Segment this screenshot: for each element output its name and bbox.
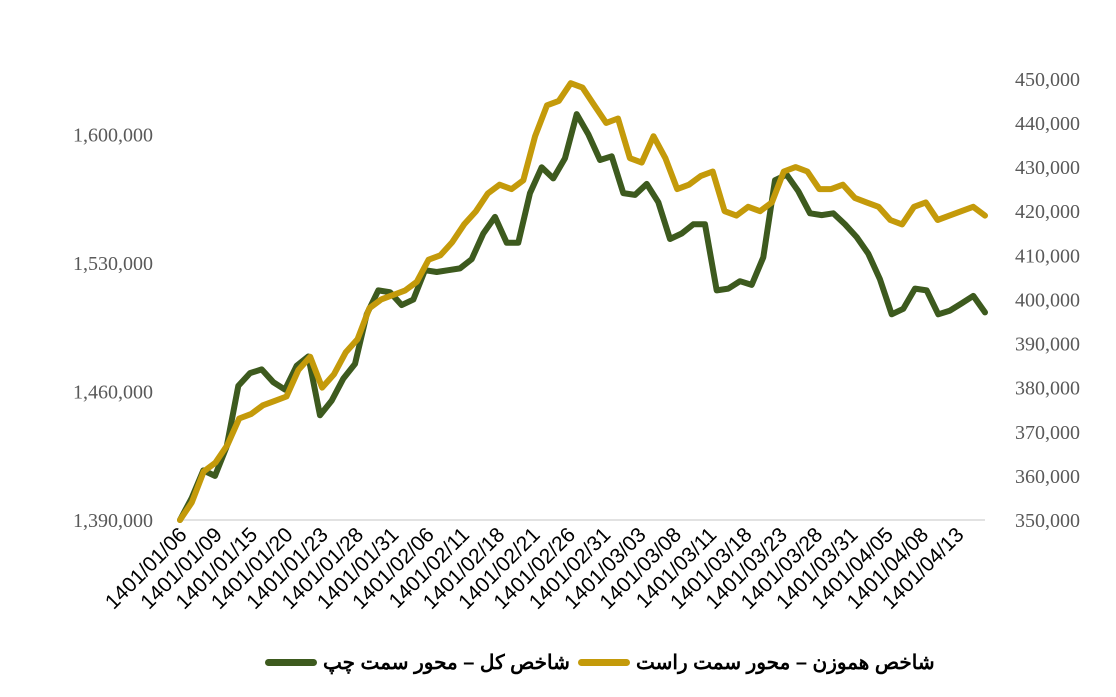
series-line-composite [177,111,988,523]
right-axis-tick-label: 420,000 [1015,201,1080,223]
legend-swatch-equal-weight [578,659,630,666]
right-axis-tick-label: 360,000 [1015,466,1080,488]
left-axis-tick-label: 1,600,000 [73,124,153,146]
legend-label-composite: شاخص کل – محور سمت چپ [323,652,570,674]
right-axis-tick-label: 390,000 [1015,334,1080,356]
right-axis-tick-label: 380,000 [1015,378,1080,400]
series-line-equal-weight [177,80,988,523]
legend-label-equal-weight: شاخص هموزن – محور سمت راست [636,652,935,674]
legend-swatch-composite [265,659,317,666]
left-axis-tick-label: 1,390,000 [73,510,153,532]
right-axis-ticks: 350,000 360,000 370,000 380,000 390,000 400,0… [1015,69,1080,532]
left-axis-tick-label: 1,530,000 [73,253,153,275]
right-axis-tick-label: 350,000 [1015,510,1080,532]
right-axis-tick-label: 430,000 [1015,157,1080,179]
right-axis-tick-label: 450,000 [1015,69,1080,91]
left-axis-tick-label: 1,460,000 [73,381,153,403]
series-layer [177,80,988,523]
right-axis-tick-label: 440,000 [1015,113,1080,135]
right-axis-tick-label: 400,000 [1015,289,1080,311]
right-axis-tick-label: 370,000 [1015,422,1080,444]
legend-item-composite: شاخص کل – محور سمت چپ [265,650,570,675]
legend-item-equal-weight: شاخص هموزن – محور سمت راست [578,650,935,675]
x-axis-ticks: 1401/01/061401/01/091401/01/151401/01/20… [101,523,969,614]
left-axis-ticks: 1,390,000 1,460,000 1,530,000 1,600,000 [73,124,153,532]
right-axis-tick-label: 410,000 [1015,245,1080,267]
